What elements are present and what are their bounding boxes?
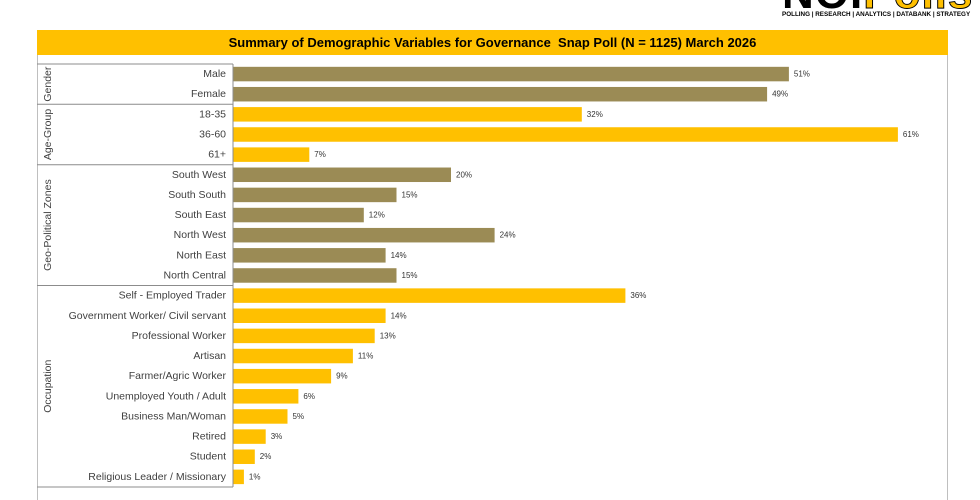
category-group: Male 51% Female 49% Gender xyxy=(42,66,810,102)
data-label: 14% xyxy=(391,251,407,260)
category-label: Professional Worker xyxy=(132,330,227,342)
noipolls-logo: NOIPolls xyxy=(780,0,978,11)
bar xyxy=(233,107,582,122)
bar xyxy=(233,308,386,323)
category-label: Male xyxy=(203,68,226,80)
data-label: 3% xyxy=(271,432,283,441)
group-label: Gender xyxy=(42,66,54,102)
chart-frame xyxy=(37,55,948,500)
data-label: 6% xyxy=(303,392,315,401)
bar xyxy=(233,248,386,263)
bar xyxy=(233,187,397,203)
data-label: 7% xyxy=(314,150,326,159)
category-label: Government Worker/ Civil servant xyxy=(69,310,226,322)
category-group: 18-35 32% 36-60 61% 61+ 7% Age-Group xyxy=(42,107,919,162)
data-label: 2% xyxy=(260,452,272,461)
bar xyxy=(233,368,332,384)
bar xyxy=(233,167,451,183)
bar xyxy=(233,147,310,162)
bar xyxy=(233,469,244,485)
data-label: 11% xyxy=(358,352,373,361)
logo-tagline: POLLING | RESEARCH | ANALYTICS | DATABAN… xyxy=(782,11,971,18)
logo-word-polls: Polls xyxy=(863,0,973,11)
category-label: Business Man/Woman xyxy=(121,410,226,422)
category-label: 18-35 xyxy=(199,108,226,120)
category-label: South East xyxy=(175,209,226,221)
bar xyxy=(233,389,299,404)
data-label: 1% xyxy=(249,472,261,481)
category-label: North East xyxy=(176,249,226,261)
data-label: 36% xyxy=(630,291,646,300)
bar xyxy=(233,449,255,464)
category-label: Retired xyxy=(192,431,226,443)
logo-word-noi: NOI xyxy=(782,0,863,11)
category-label: Female xyxy=(191,88,226,100)
bar xyxy=(233,66,789,82)
category-label: Student xyxy=(190,451,226,463)
data-label: 24% xyxy=(500,231,516,240)
category-group: Self - Employed Trader 36% Government Work… xyxy=(42,288,646,485)
bar xyxy=(233,227,495,243)
category-label: 36-60 xyxy=(199,128,226,140)
data-label: 51% xyxy=(794,70,810,79)
data-label: 13% xyxy=(380,331,396,340)
bar xyxy=(233,409,288,424)
category-label: South South xyxy=(168,189,226,201)
category-label: Religious Leader / Missionary xyxy=(88,471,226,483)
category-label: Self - Employed Trader xyxy=(119,290,227,302)
bar xyxy=(233,207,364,223)
chart-title-bar: Summary of Demographic Variables for Gov… xyxy=(37,30,948,55)
group-label: Occupation xyxy=(42,360,54,413)
group-label: Age-Group xyxy=(42,109,54,161)
bar xyxy=(233,328,375,344)
category-label: Unemployed Youth / Adult xyxy=(106,390,226,402)
bar xyxy=(233,348,353,364)
data-label: 12% xyxy=(369,211,385,220)
data-label: 5% xyxy=(293,412,305,421)
category-group: South West 20% South South 15% South East 12%… xyxy=(42,167,516,283)
data-label: 61% xyxy=(903,130,919,139)
bar xyxy=(233,86,768,102)
data-label: 15% xyxy=(402,271,418,280)
category-label: South West xyxy=(172,169,226,181)
category-label: North Central xyxy=(164,269,226,281)
bar xyxy=(233,127,898,142)
bar xyxy=(233,288,626,303)
data-label: 20% xyxy=(456,170,472,179)
data-label: 14% xyxy=(391,311,407,320)
data-label: 49% xyxy=(772,90,788,99)
category-label: Farmer/Agric Worker xyxy=(129,370,227,382)
logo-wordmark: NOIPolls xyxy=(782,0,973,11)
data-label: 32% xyxy=(587,110,603,119)
bar xyxy=(233,429,266,444)
category-label: North West xyxy=(174,229,226,241)
category-label: Artisan xyxy=(193,350,226,362)
data-label: 9% xyxy=(336,372,348,381)
bar xyxy=(233,268,397,283)
data-label: 15% xyxy=(402,190,418,199)
chart-title: Summary of Demographic Variables for Gov… xyxy=(228,35,757,50)
category-label: 61+ xyxy=(208,149,226,161)
group-label: Geo-Political Zones xyxy=(42,179,54,271)
